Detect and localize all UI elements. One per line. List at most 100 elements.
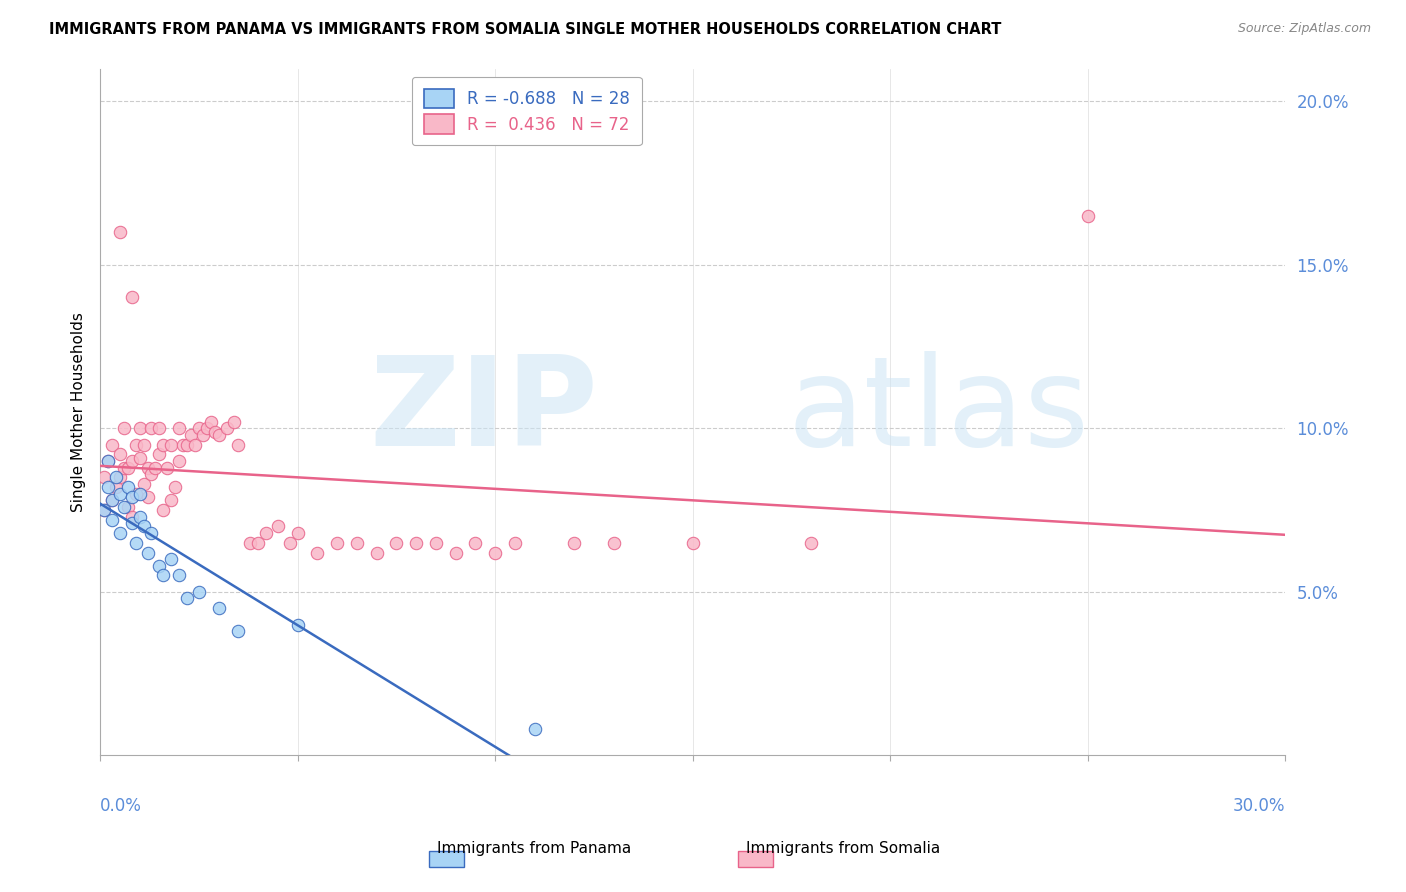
Point [215,421,238,435]
Point [602,535,624,549]
Point [484,545,506,559]
Point [112,500,135,514]
Point [101,437,124,451]
Text: atlas: atlas [787,351,1090,473]
Text: 0.0%: 0.0% [100,797,142,814]
Point [128,486,150,500]
Point [101,493,124,508]
Point [385,535,408,549]
Point [247,535,270,549]
Point [128,421,150,435]
Point [254,525,277,540]
Point [176,437,198,451]
Point [405,535,427,549]
Point [160,552,183,566]
Text: IMMIGRANTS FROM PANAMA VS IMMIGRANTS FROM SOMALIA SINGLE MOTHER HOUSEHOLDS CORRE: IMMIGRANTS FROM PANAMA VS IMMIGRANTS FRO… [49,22,1001,37]
Point [104,470,127,484]
Text: Immigrants from Somalia: Immigrants from Somalia [747,841,941,856]
Legend: R = -0.688   N = 28, R =  0.436   N = 72: R = -0.688 N = 28, R = 0.436 N = 72 [412,77,641,145]
Point [167,454,190,468]
Point [152,503,174,517]
Point [132,519,155,533]
Point [307,545,329,559]
Point [562,535,585,549]
Point [104,480,127,494]
Point [287,617,309,632]
Point [172,437,194,451]
Point [444,545,467,559]
Point [97,454,120,468]
Point [187,421,209,435]
Point [136,490,159,504]
Point [800,535,823,549]
Point [180,427,202,442]
Point [204,425,226,439]
Point [121,490,143,504]
Point [239,535,262,549]
Point [523,722,546,736]
Point [108,525,131,540]
Point [160,493,183,508]
Point [121,454,143,468]
Point [108,470,131,484]
Point [167,568,190,582]
Point [152,437,174,451]
Point [121,516,143,530]
Point [93,470,115,484]
Point [148,447,170,461]
Point [191,427,214,442]
Point [125,486,148,500]
Point [121,290,143,304]
Point [101,493,124,508]
Point [425,535,447,549]
Point [145,460,167,475]
Point [128,450,150,465]
Point [208,601,231,615]
Point [224,415,246,429]
Point [464,535,486,549]
Point [121,509,143,524]
Point [167,421,190,435]
Point [141,421,163,435]
Point [93,503,115,517]
Point [200,415,222,429]
Point [101,513,124,527]
Point [287,525,309,540]
Point [141,467,163,481]
Point [267,519,290,533]
Point [152,568,174,582]
Point [228,624,250,638]
Point [156,460,179,475]
Point [148,421,170,435]
Point [278,535,301,549]
Point [195,421,218,435]
Point [141,525,163,540]
Point [125,437,148,451]
Point [187,584,209,599]
Point [128,509,150,524]
Point [132,476,155,491]
Point [136,460,159,475]
Y-axis label: Single Mother Households: Single Mother Households [72,312,86,512]
Point [208,427,231,442]
Point [117,500,139,514]
Point [228,437,250,451]
Point [1077,209,1099,223]
Point [682,535,704,549]
Text: ZIP: ZIP [370,351,598,473]
Point [125,535,148,549]
Point [117,480,139,494]
Point [97,480,120,494]
Point [93,503,115,517]
Point [366,545,388,559]
Text: Source: ZipAtlas.com: Source: ZipAtlas.com [1237,22,1371,36]
Text: Immigrants from Panama: Immigrants from Panama [437,841,631,856]
Point [176,591,198,606]
Point [117,460,139,475]
Point [112,421,135,435]
Point [112,460,135,475]
Point [346,535,368,549]
Point [184,437,207,451]
Point [132,437,155,451]
Point [108,447,131,461]
